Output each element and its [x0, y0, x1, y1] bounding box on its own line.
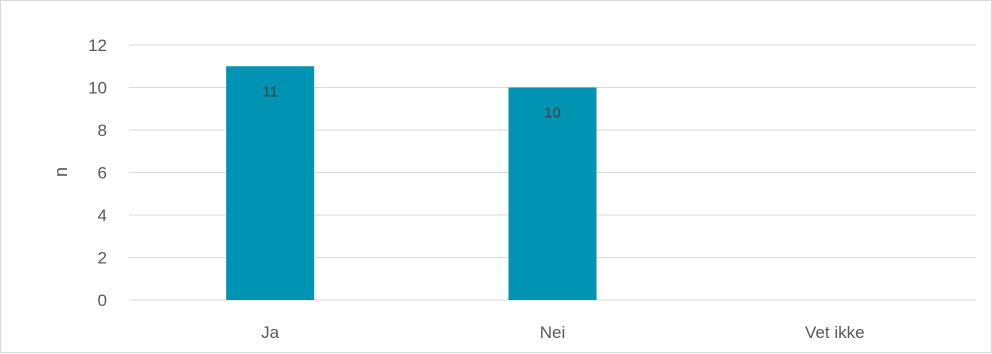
- y-tick-label: 6: [98, 164, 107, 183]
- data-labels: 11 10: [262, 83, 560, 121]
- y-tick-label: 8: [98, 121, 107, 140]
- y-tick-label: 2: [98, 249, 107, 268]
- bar-nei: [508, 87, 597, 300]
- x-category-labels: Ja Nei Vet ikke: [261, 323, 864, 342]
- x-category-label: Ja: [261, 323, 280, 342]
- data-label: 11: [262, 83, 278, 100]
- y-tick-label: 10: [88, 79, 107, 98]
- x-category-label: Vet ikke: [805, 323, 865, 342]
- y-tick-labels: 0 2 4 6 8 10 12: [88, 36, 107, 310]
- y-tick-label: 0: [98, 291, 107, 310]
- data-label: 10: [544, 105, 561, 122]
- x-category-label: Nei: [540, 323, 566, 342]
- bars: [226, 66, 597, 300]
- y-tick-label: 4: [98, 206, 107, 225]
- y-tick-label: 12: [88, 36, 107, 55]
- y-axis-label: n: [51, 167, 71, 177]
- bar-ja: [226, 66, 315, 300]
